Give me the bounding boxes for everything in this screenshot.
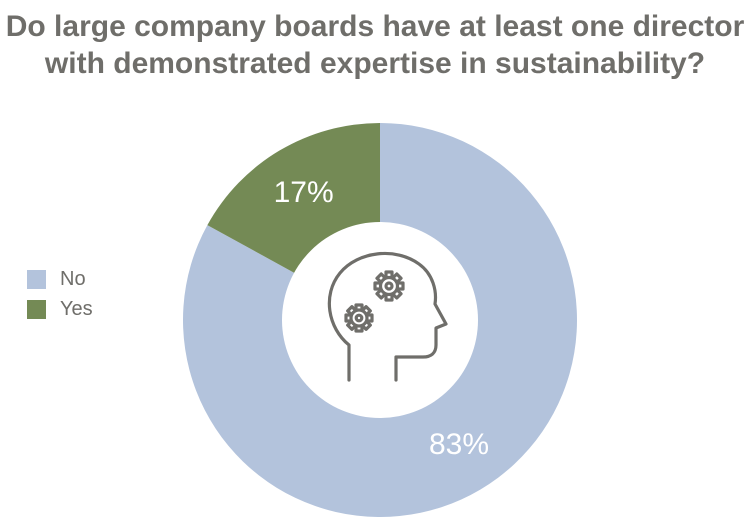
chart-title-line-1: Do large company boards have at least on…	[5, 10, 745, 43]
legend-swatch-no	[27, 269, 46, 289]
legend-label-yes: Yes	[60, 297, 93, 320]
data-label-yes: 17%	[274, 176, 334, 209]
donut-hole	[282, 222, 478, 418]
legend-label-no: No	[60, 267, 86, 290]
legend-swatch-yes	[27, 299, 46, 319]
legend-item-no: No	[27, 264, 93, 294]
chart-title-line-2: with demonstrated expertise in sustainab…	[44, 47, 706, 80]
head-with-gears-icon	[327, 251, 448, 382]
legend: No Yes	[27, 264, 93, 324]
data-label-no: 83%	[429, 428, 489, 461]
chart-title: Do large company boards have at least on…	[0, 8, 750, 82]
legend-item-yes: Yes	[27, 294, 93, 324]
